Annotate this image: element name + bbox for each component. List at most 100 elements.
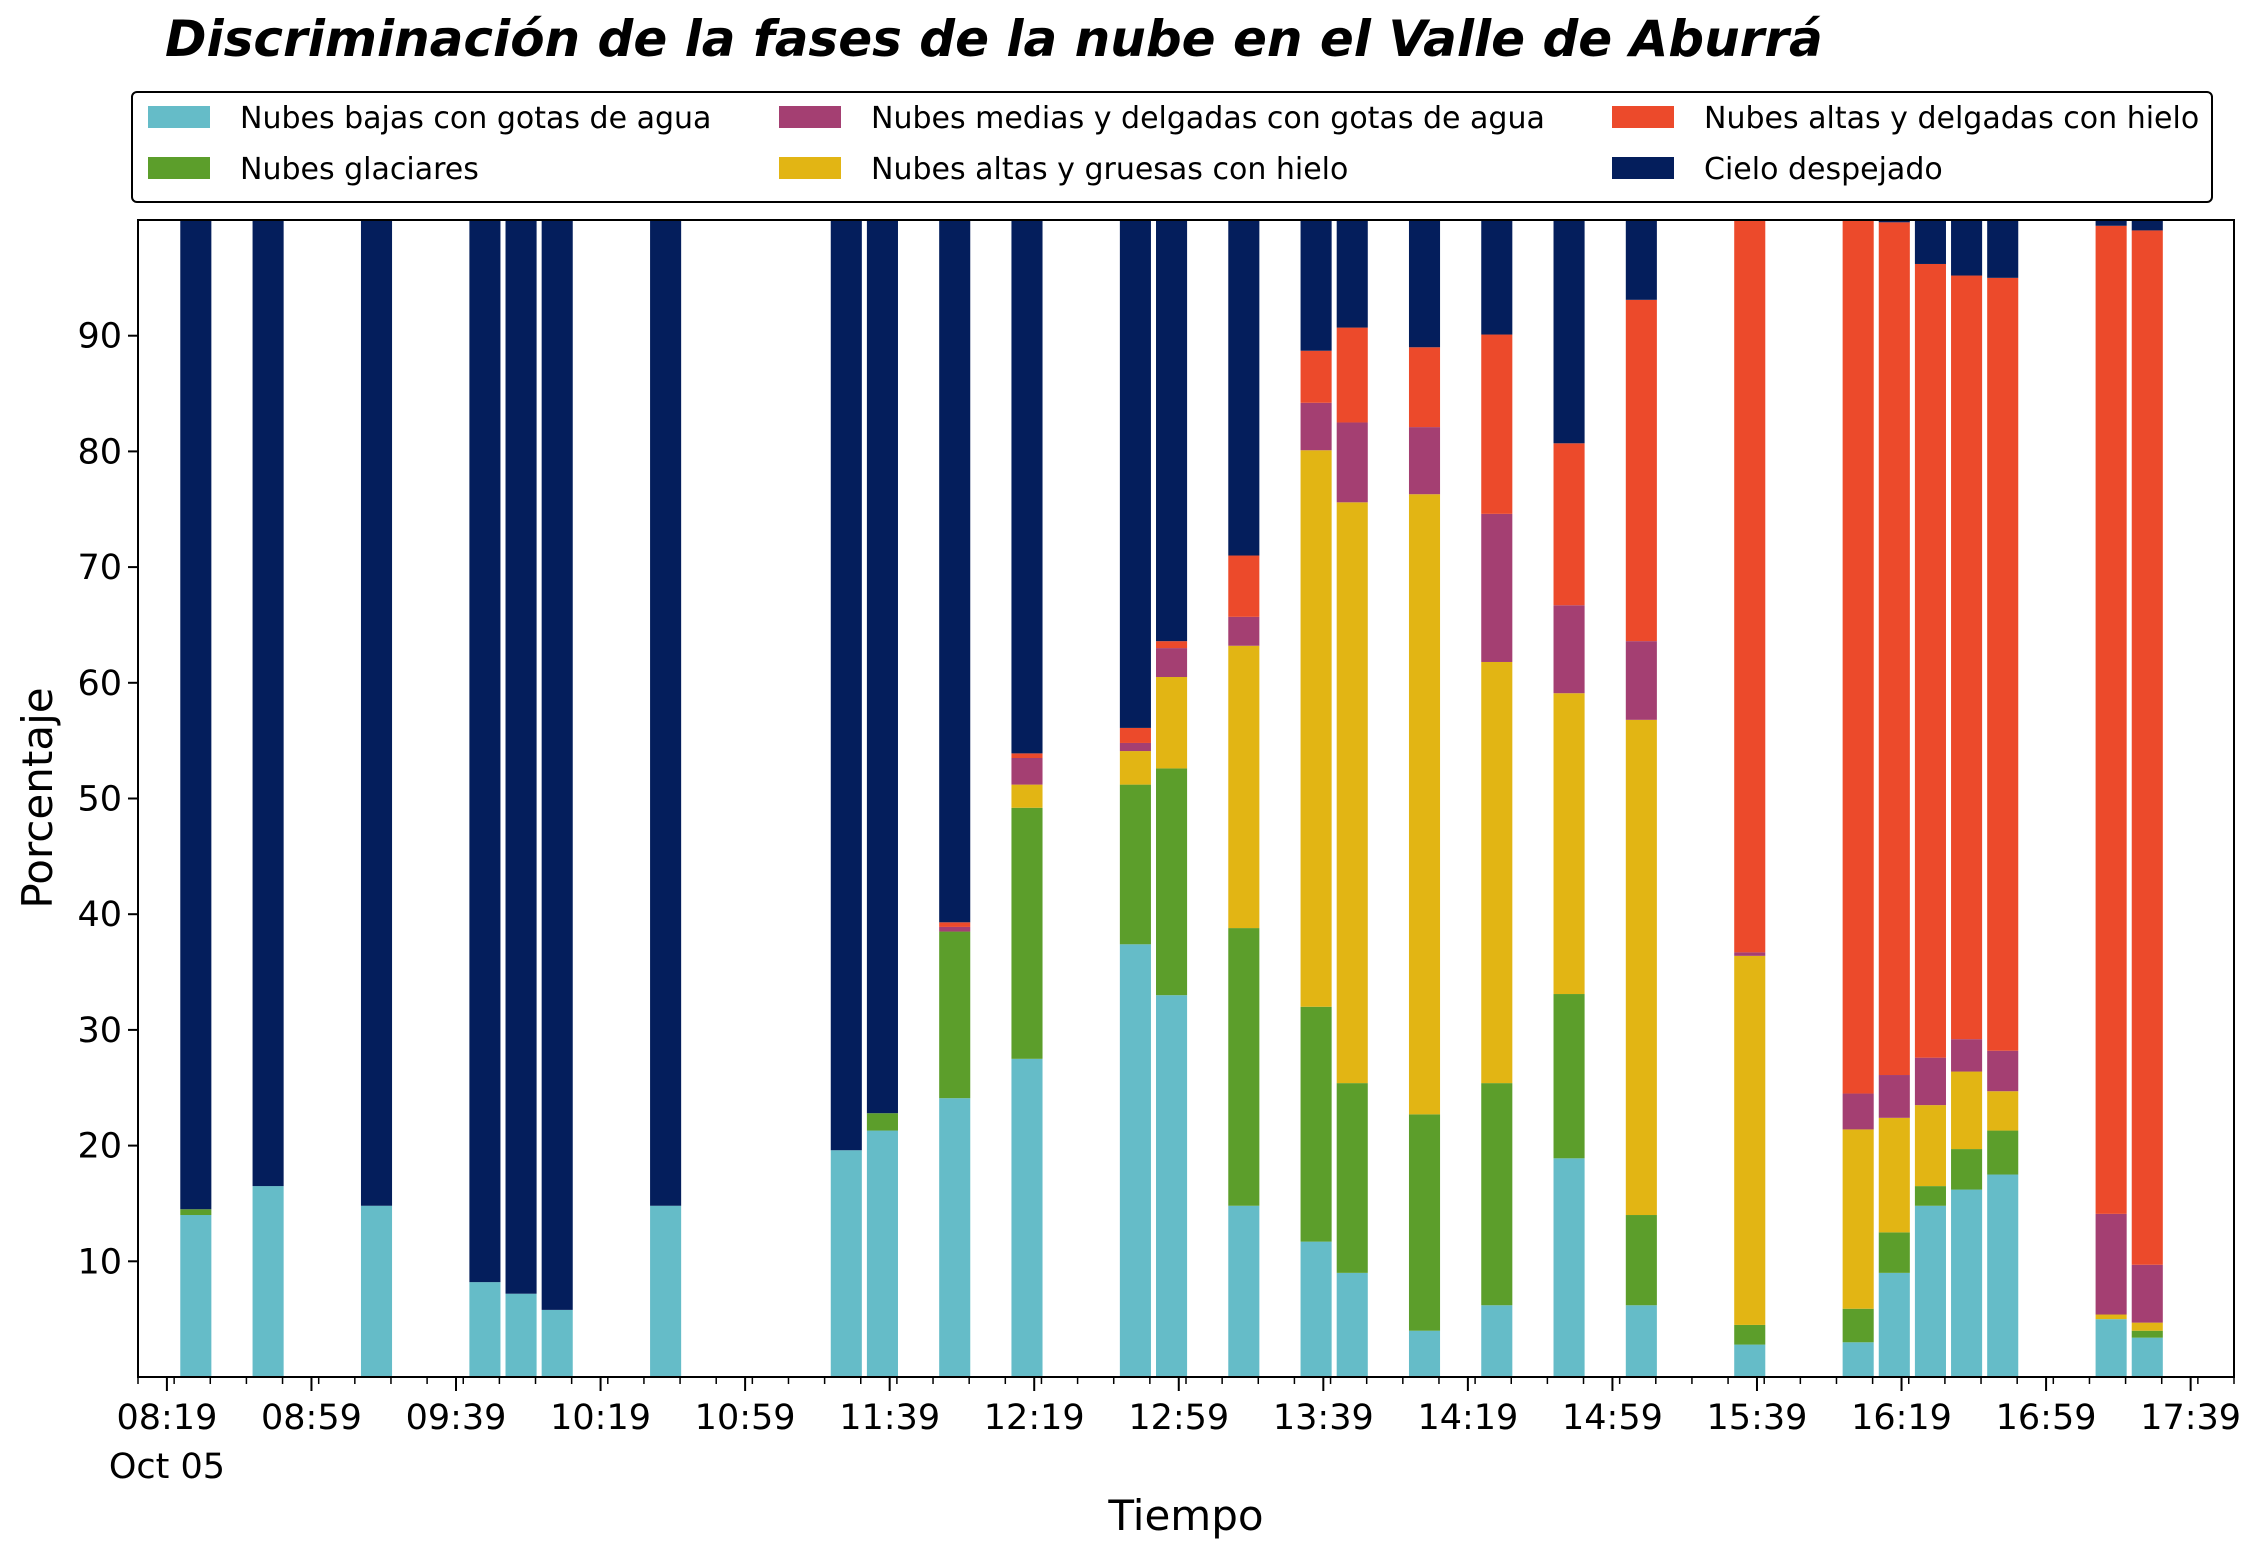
bar-segment-4 — [1951, 275, 1983, 1040]
bar-segment-3 — [1119, 742, 1151, 752]
bar-segment-1 — [180, 1209, 212, 1216]
bar-segment-1 — [1625, 1215, 1657, 1306]
legend-swatch-4 — [1612, 106, 1674, 128]
bar-segment-2 — [1408, 494, 1441, 1115]
bar-segment-0 — [650, 1205, 682, 1377]
bar-segment-5 — [1553, 220, 1585, 444]
bar-segment-0 — [1914, 1205, 1946, 1377]
bar-segment-3 — [1842, 1093, 1874, 1130]
bar-segment-1 — [1842, 1308, 1874, 1343]
bar-segment-5 — [1951, 220, 1983, 276]
bar-segment-3 — [1625, 641, 1657, 720]
x-tick-label: 13:39 — [1273, 1398, 1374, 1438]
bar-segment-1 — [1878, 1232, 1910, 1273]
bar-segment-0 — [1119, 944, 1151, 1377]
bar-segment-4 — [1156, 641, 1188, 649]
bars-group — [180, 220, 2163, 1377]
bar-segment-4 — [1878, 222, 1910, 1076]
bar-segment-1 — [1987, 1130, 2019, 1175]
bar-segment-2 — [1878, 1117, 1910, 1233]
bar-segment-0 — [939, 1098, 971, 1377]
bar-segment-4 — [1842, 220, 1874, 1094]
x-tick-label: 14:59 — [1562, 1398, 1663, 1438]
bar-segment-0 — [1481, 1305, 1513, 1377]
bar-segment-5 — [1878, 220, 1910, 223]
bar-segment-3 — [1951, 1039, 1983, 1072]
bar-segment-4 — [1625, 299, 1657, 642]
bar-segment-4 — [1228, 555, 1260, 617]
y-tick-label: 20 — [77, 1127, 122, 1167]
bar-segment-1 — [939, 931, 971, 1099]
bar-segment-1 — [1156, 768, 1188, 996]
bar-segment-4 — [1011, 753, 1043, 759]
legend-swatch-3 — [779, 106, 841, 128]
x-tick-label: 12:59 — [1128, 1398, 1229, 1438]
bar-segment-0 — [1987, 1174, 2019, 1377]
bar-segment-3 — [1914, 1057, 1946, 1106]
legend-swatch-0 — [148, 106, 210, 128]
ticks-group: 10 20 30 40 50 60 70 80 90 08:19 Oct 05 08:59 09:39 1… — [77, 317, 2241, 1487]
bar-segment-3 — [1408, 427, 1441, 495]
bar-segment-1 — [1336, 1083, 1368, 1273]
chart-title: Discriminación de la fases de la nube en… — [165, 10, 1823, 68]
bar-segment-2 — [1553, 693, 1585, 995]
x-axis-label: Tiempo — [1107, 1491, 1263, 1540]
bar-segment-2 — [1914, 1105, 1946, 1187]
x-tick-label: 15:39 — [1707, 1398, 1808, 1438]
bar-segment-5 — [469, 220, 501, 1283]
bar-segment-2 — [1228, 645, 1260, 929]
bar-segment-2 — [2095, 1314, 2127, 1320]
bar-segment-0 — [1625, 1305, 1657, 1377]
bar-segment-1 — [866, 1113, 898, 1131]
legend-swatch-2 — [779, 157, 841, 179]
bar-segment-0 — [1011, 1058, 1043, 1377]
bar-segment-1 — [1228, 928, 1260, 1206]
bar-segment-0 — [180, 1215, 212, 1377]
bar-segment-4 — [1300, 350, 1332, 403]
bar-segment-2 — [1336, 502, 1368, 1084]
bar-segment-0 — [2095, 1319, 2127, 1377]
bar-segment-5 — [1987, 220, 2019, 278]
bar-segment-2 — [1987, 1091, 2019, 1131]
bar-segment-3 — [2095, 1213, 2127, 1315]
bar-segment-4 — [1734, 220, 1766, 953]
bar-segment-4 — [1119, 727, 1151, 743]
y-tick-label: 80 — [77, 432, 122, 472]
bar-segment-3 — [1481, 513, 1513, 662]
bar-segment-5 — [939, 220, 971, 923]
bar-segment-1 — [1011, 807, 1043, 1059]
y-tick-label: 90 — [77, 317, 122, 357]
legend-label-3: Nubes medias y delgadas con gotas de agu… — [871, 101, 1545, 136]
bar-segment-2 — [1156, 677, 1188, 769]
bar-segment-5 — [1228, 220, 1260, 556]
bar-segment-4 — [1481, 334, 1513, 514]
bar-segment-2 — [1734, 955, 1766, 1325]
bar-segment-2 — [1300, 450, 1332, 1007]
bar-segment-3 — [1336, 422, 1368, 503]
legend-label-2: Nubes altas y gruesas con hielo — [871, 152, 1348, 187]
bar-segment-4 — [2131, 230, 2163, 1265]
legend-label-0: Nubes bajas con gotas de agua — [240, 101, 711, 136]
x-tick-sublabel: Oct 05 — [109, 1447, 225, 1487]
bar-segment-1 — [1481, 1083, 1513, 1306]
bar-segment-0 — [830, 1150, 862, 1377]
bar-segment-4 — [1336, 327, 1368, 423]
bar-segment-3 — [1734, 952, 1766, 956]
bar-segment-5 — [180, 220, 212, 1210]
bar-segment-5 — [2095, 220, 2127, 226]
bar-segment-5 — [505, 220, 537, 1294]
bar-segment-0 — [2131, 1337, 2163, 1377]
bar-segment-2 — [1842, 1129, 1874, 1309]
bar-segment-5 — [1481, 220, 1513, 335]
x-tick-label: 08:19 — [116, 1398, 217, 1438]
x-tick-label: 17:39 — [2140, 1398, 2241, 1438]
bar-segment-0 — [360, 1205, 393, 1377]
bar-segment-1 — [1300, 1006, 1332, 1242]
bar-segment-5 — [1119, 220, 1151, 728]
bar-segment-2 — [1625, 719, 1657, 1216]
x-tick-label: 16:19 — [1851, 1398, 1952, 1438]
bar-segment-5 — [252, 220, 284, 1187]
bar-segment-0 — [1228, 1205, 1260, 1377]
bar-segment-1 — [1553, 994, 1585, 1159]
